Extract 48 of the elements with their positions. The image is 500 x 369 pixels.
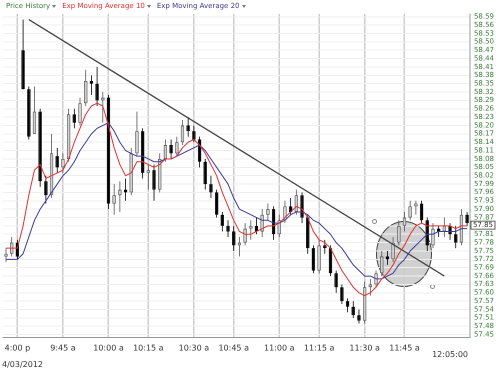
candlestick <box>328 245 332 276</box>
candlestick <box>226 220 230 238</box>
text: 4/03/2012 <box>2 360 44 369</box>
candlestick <box>78 97 82 126</box>
candlestick <box>95 66 99 106</box>
candlestick <box>288 198 292 216</box>
candlestick <box>442 217 446 238</box>
candlestick <box>32 86 36 134</box>
candlestick <box>323 239 327 254</box>
candlestick <box>465 212 469 226</box>
candlestick <box>44 175 48 204</box>
candlestick <box>180 120 184 146</box>
candlestick <box>214 189 218 218</box>
x-tick-label: 9:45 a <box>50 343 76 352</box>
candlestick <box>164 139 168 162</box>
candlestick <box>243 222 247 246</box>
candlestick <box>4 248 8 263</box>
x-tick-label: 10:00 a <box>93 343 124 352</box>
candlestick <box>272 206 276 240</box>
candlestick <box>192 125 196 143</box>
candlestick <box>340 284 344 304</box>
candlestick <box>135 111 139 157</box>
candlestick <box>431 222 435 249</box>
candlestick <box>420 200 424 224</box>
x-tick-label: 11:30 a <box>349 343 380 352</box>
candlestick <box>198 136 202 168</box>
text: 12:05:00 <box>432 350 468 360</box>
x-tick-label: 10:30 a <box>178 343 210 352</box>
candlestick <box>368 278 372 296</box>
candlestick <box>118 180 122 212</box>
x-tick-label: 10:45 a <box>218 343 250 352</box>
x-tick-label: 11:00 a <box>264 343 295 352</box>
candlestick <box>374 270 378 288</box>
x-tick-label: 10:15 a <box>133 343 164 352</box>
candlestick <box>90 74 94 96</box>
candlestick <box>169 139 173 160</box>
candlestick <box>254 217 258 235</box>
candlestick <box>357 309 361 324</box>
candlestick <box>249 220 253 240</box>
x-tick-label: 11:15 a <box>304 343 334 352</box>
candlestick <box>152 164 156 202</box>
candlestick <box>391 236 395 263</box>
x-tick-label: 4:00 p <box>4 343 30 352</box>
candlestick <box>312 245 316 274</box>
candlestick <box>346 298 350 313</box>
x-tick-label: 11:45 a <box>389 343 420 352</box>
candlestick <box>266 203 270 221</box>
candlestick <box>209 175 213 198</box>
